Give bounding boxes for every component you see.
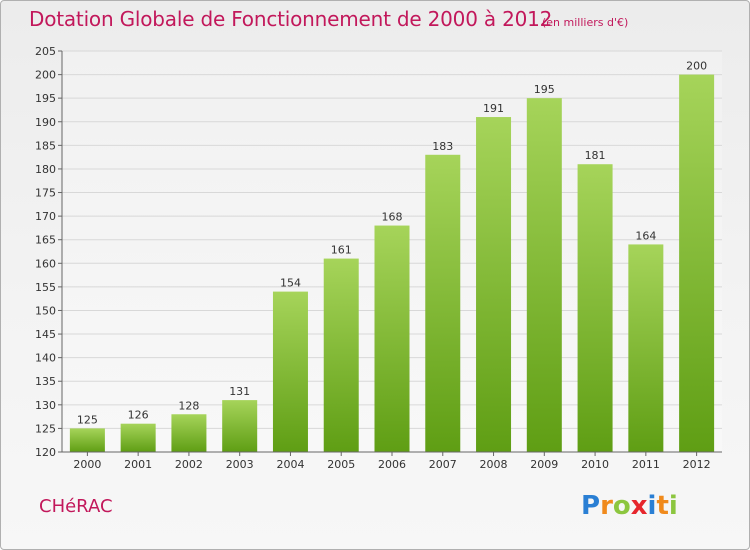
- y-tick-label: 150: [35, 304, 56, 317]
- x-tick-label-2004: 2004: [276, 458, 304, 471]
- bar-2008: [476, 117, 512, 452]
- logo-letter: i: [668, 491, 678, 521]
- bar-2010: [577, 164, 613, 453]
- logo-letter: x: [630, 491, 648, 521]
- y-tick-label: 200: [35, 69, 56, 82]
- value-label-2008: 191: [483, 102, 504, 115]
- y-tick-label: 165: [35, 234, 56, 247]
- bar-2007: [425, 154, 461, 452]
- logo-letter: P: [581, 491, 601, 521]
- value-label-2005: 161: [331, 244, 352, 257]
- x-tick-label-2009: 2009: [530, 458, 558, 471]
- y-tick-label: 135: [35, 375, 56, 388]
- bar-2009: [526, 98, 562, 453]
- value-label-2011: 164: [635, 229, 656, 242]
- proxiti-logo: Proxiti: [581, 491, 678, 521]
- value-label-2000: 125: [77, 413, 98, 426]
- x-tick-label-2008: 2008: [480, 458, 508, 471]
- value-label-2001: 126: [128, 409, 149, 422]
- logo-letter: i: [647, 491, 657, 521]
- y-tick-label: 175: [35, 187, 56, 200]
- value-label-2012: 200: [686, 60, 707, 73]
- y-tick-label: 195: [35, 92, 56, 105]
- y-tick-label: 180: [35, 163, 56, 176]
- bar-2000: [69, 428, 105, 452]
- bar-2001: [120, 423, 156, 452]
- y-tick-label: 155: [35, 281, 56, 294]
- x-tick-label-2001: 2001: [124, 458, 152, 471]
- logo-letter: r: [600, 491, 613, 521]
- chart-unit-note: (en milliers d'€): [542, 16, 629, 29]
- value-label-2007: 183: [432, 140, 453, 153]
- value-label-2006: 168: [382, 211, 403, 224]
- commune-name: CHéRAC: [39, 496, 113, 517]
- value-label-2004: 154: [280, 277, 301, 290]
- y-tick-label: 190: [35, 116, 56, 129]
- y-tick-label: 170: [35, 210, 56, 223]
- x-tick-label-2007: 2007: [429, 458, 457, 471]
- bar-2003: [222, 400, 258, 452]
- bar-2012: [679, 74, 715, 453]
- bar-2004: [272, 291, 308, 452]
- y-tick-label: 125: [35, 422, 56, 435]
- x-tick-label-2000: 2000: [73, 458, 101, 471]
- y-tick-label: 120: [35, 446, 56, 459]
- x-tick-label-2012: 2012: [683, 458, 711, 471]
- bars-group: 125 126 128 131 154 161 168 183 191 195 181 164 200: [69, 60, 715, 453]
- x-tick-label-2002: 2002: [175, 458, 203, 471]
- x-tick-label-2006: 2006: [378, 458, 406, 471]
- value-label-2010: 181: [585, 149, 606, 162]
- x-tick-label-2011: 2011: [632, 458, 660, 471]
- x-tick-label-2005: 2005: [327, 458, 355, 471]
- y-tick-label: 140: [35, 352, 56, 365]
- bar-2011: [628, 244, 664, 452]
- value-label-2003: 131: [229, 385, 250, 398]
- logo-letter: t: [656, 491, 669, 521]
- y-tick-label: 160: [35, 257, 56, 270]
- y-axis: 120 125 130 135 140 145 150 155 160 165 170 175 180 1…: [35, 45, 63, 459]
- x-axis: 2000 2001 2002 2003 2004 2005 2006 2007 2008 2009…: [62, 451, 722, 471]
- bar-2002: [171, 414, 207, 452]
- value-label-2009: 195: [534, 83, 555, 96]
- x-tick-label-2010: 2010: [581, 458, 609, 471]
- y-tick-label: 205: [35, 45, 56, 58]
- value-label-2002: 128: [178, 399, 199, 412]
- x-tick-label-2003: 2003: [226, 458, 254, 471]
- y-tick-label: 130: [35, 399, 56, 412]
- y-tick-label: 185: [35, 139, 56, 152]
- logo-letter: o: [612, 491, 631, 521]
- chart-title: Dotation Globale de Fonctionnement de 20…: [29, 7, 553, 31]
- bar-2006: [374, 225, 410, 452]
- y-tick-label: 145: [35, 328, 56, 341]
- bar-2005: [323, 258, 359, 452]
